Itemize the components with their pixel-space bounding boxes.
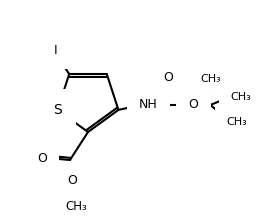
Text: NH: NH bbox=[139, 98, 158, 111]
Text: S: S bbox=[53, 103, 62, 117]
Text: CH₃: CH₃ bbox=[230, 92, 251, 102]
Text: O: O bbox=[67, 174, 77, 187]
Text: O: O bbox=[188, 98, 198, 111]
Text: O: O bbox=[163, 71, 173, 84]
Text: CH₃: CH₃ bbox=[65, 199, 87, 213]
Text: I: I bbox=[53, 44, 57, 57]
Text: CH₃: CH₃ bbox=[200, 74, 221, 84]
Text: CH₃: CH₃ bbox=[226, 117, 247, 127]
Text: O: O bbox=[37, 152, 47, 165]
